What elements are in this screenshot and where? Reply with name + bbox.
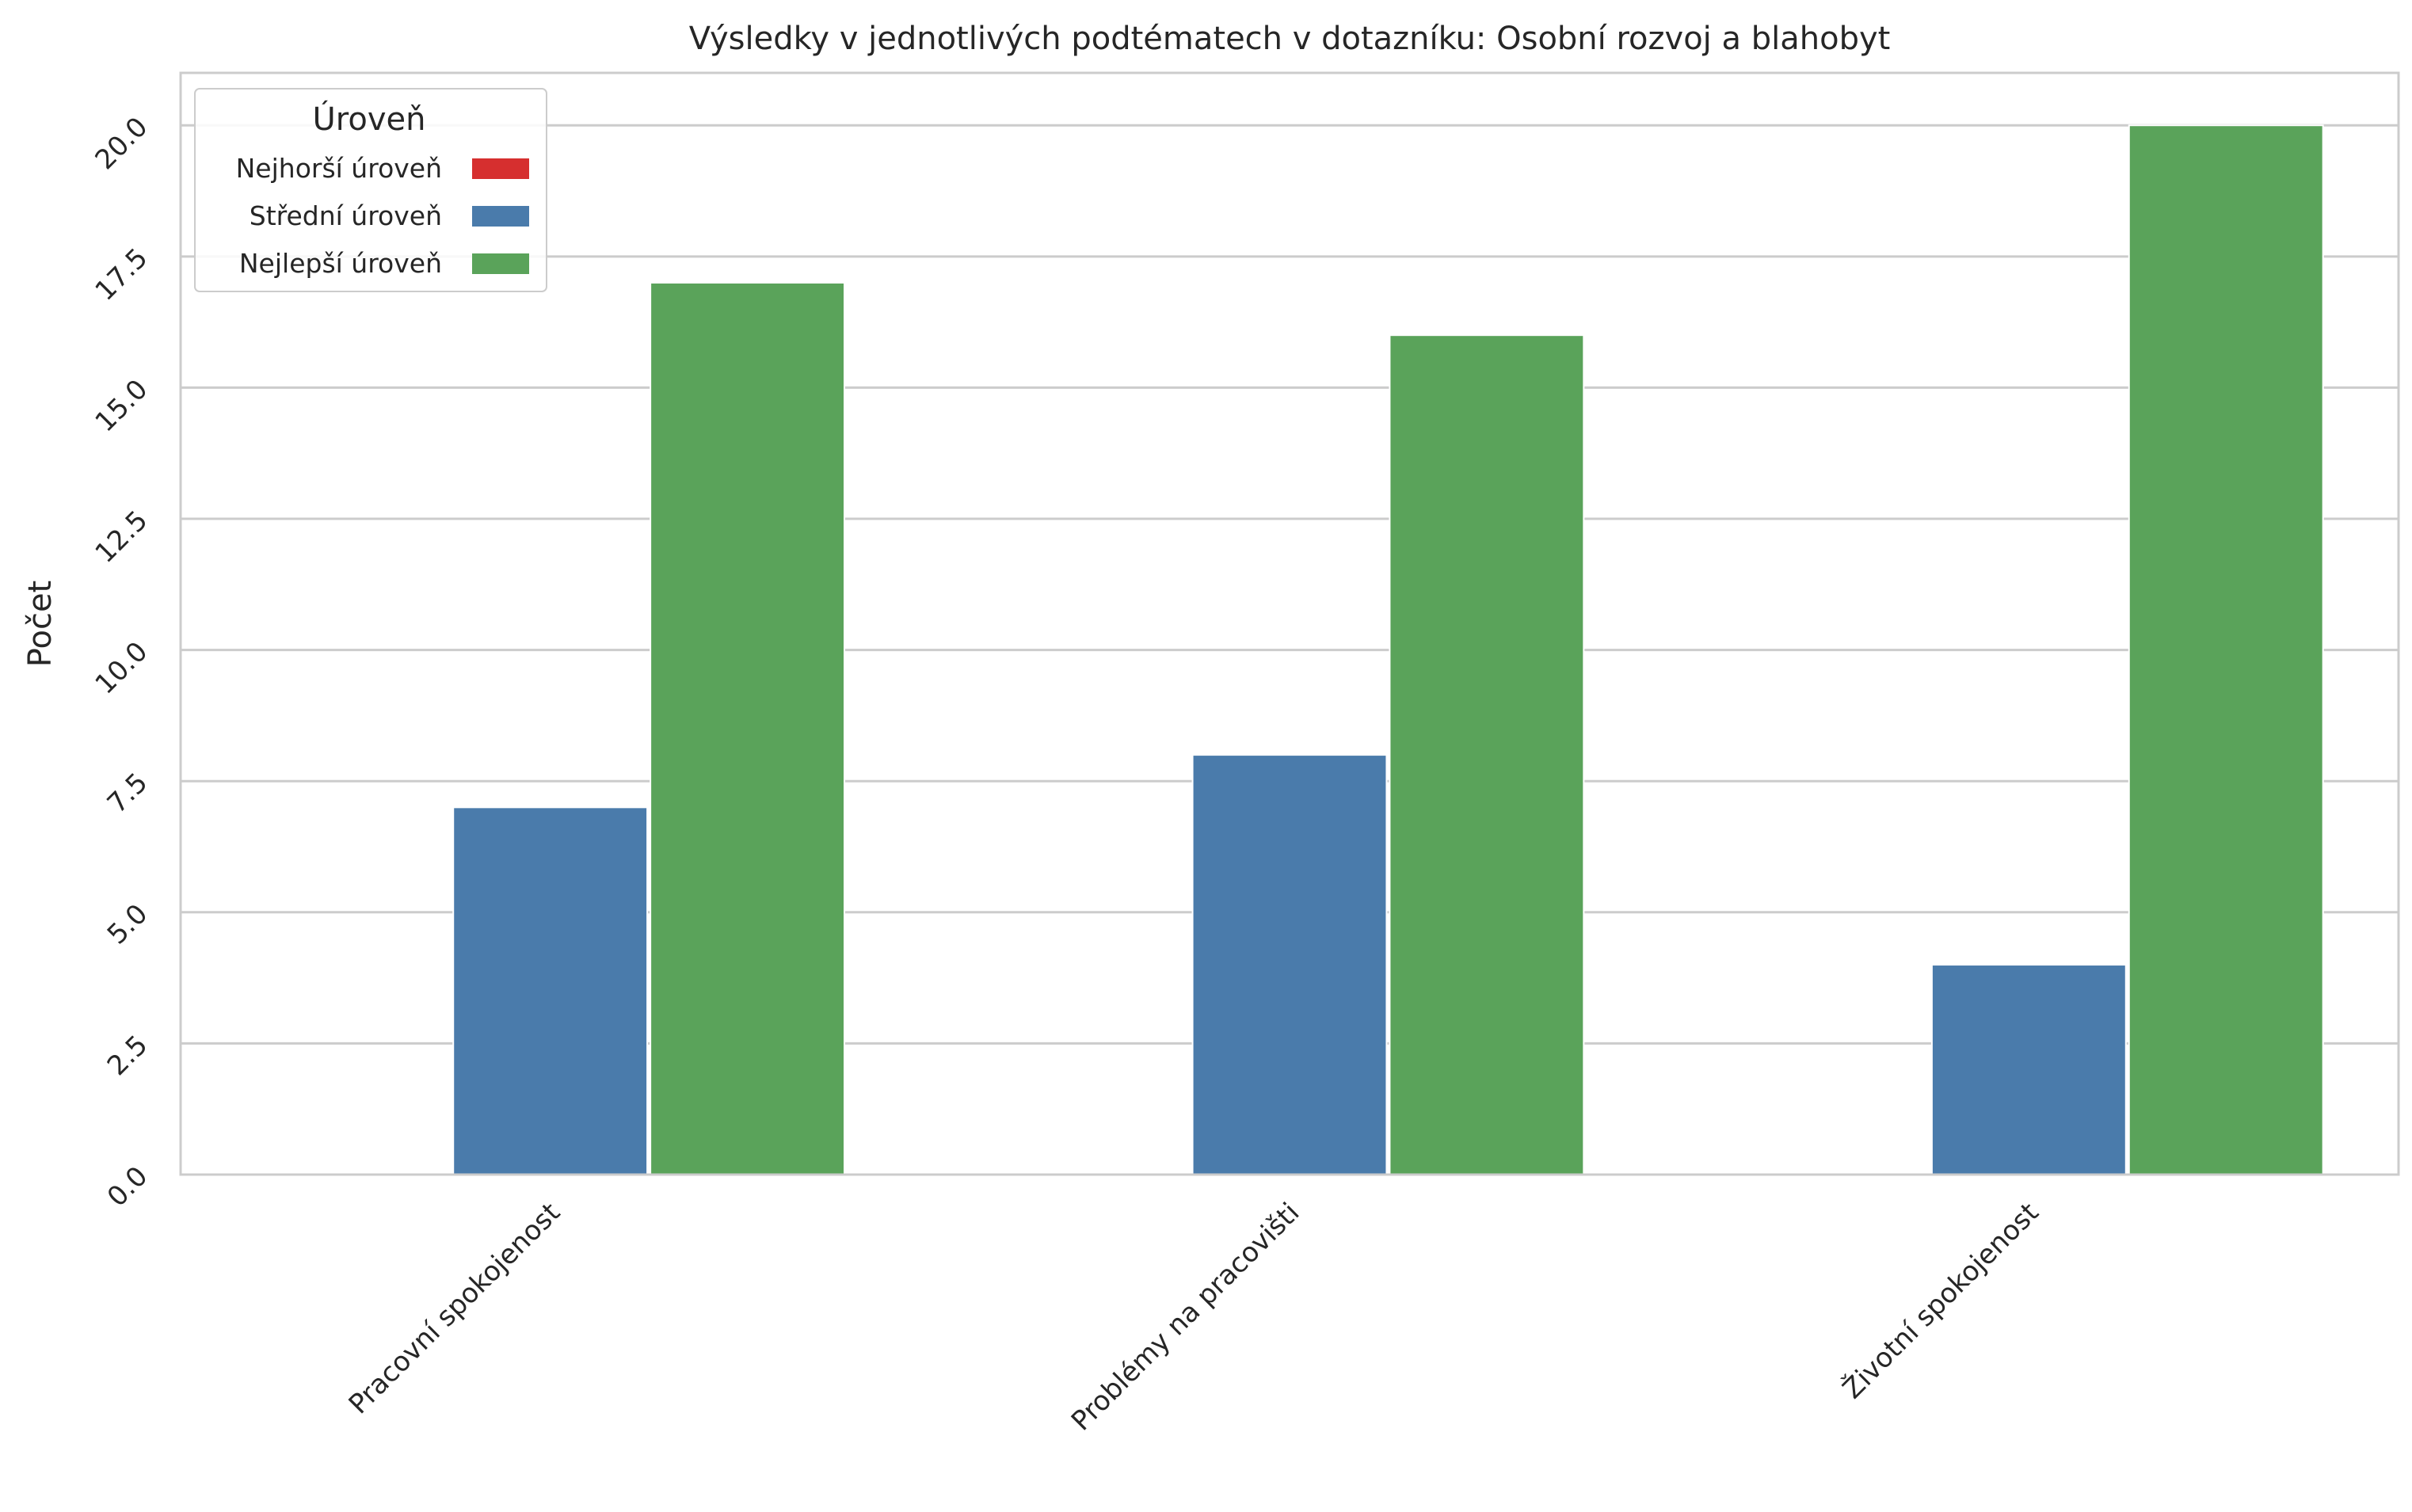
legend-title: Úroveň xyxy=(313,100,426,138)
legend-label: Nejhorší úroveň xyxy=(236,153,442,184)
bar xyxy=(1930,964,2127,1175)
chart-title: Výsledky v jednotlivých podtématech v do… xyxy=(689,21,1891,57)
y-axis-label: Počet xyxy=(22,581,59,667)
legend-label: Nejlepší úroveň xyxy=(239,248,442,279)
legend-box xyxy=(194,88,547,292)
legend-swatch xyxy=(472,206,529,227)
bar xyxy=(1389,334,1585,1176)
legend-label: Střední úroveň xyxy=(250,200,442,231)
legend-entries: Nejhorší úroveň Střední úroveň Nejlepší úr… xyxy=(236,153,529,279)
bar xyxy=(2128,124,2324,1176)
plot-frame xyxy=(179,71,2400,1176)
bar xyxy=(1191,754,1388,1175)
legend: Úroveň Nejhorší úroveň Střední úroveň Nejl… xyxy=(194,88,547,292)
bars xyxy=(452,124,2324,1176)
legend-swatch xyxy=(472,158,529,179)
bar xyxy=(452,806,649,1175)
bar xyxy=(650,281,845,1175)
legend-swatch xyxy=(472,253,529,274)
